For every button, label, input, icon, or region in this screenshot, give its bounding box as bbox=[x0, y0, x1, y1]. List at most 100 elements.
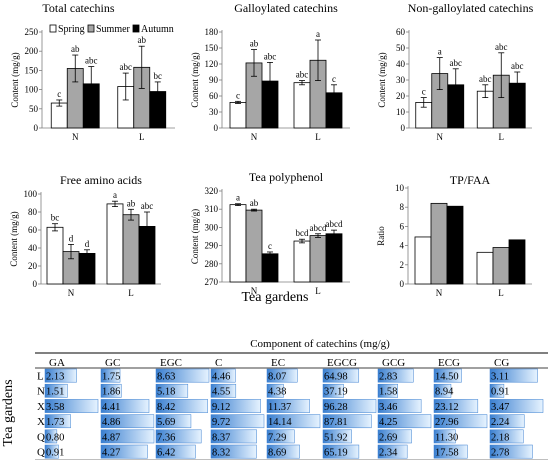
x-tick-label: N bbox=[72, 132, 79, 142]
table-cell-bar bbox=[377, 429, 412, 444]
table-cell-bar bbox=[433, 414, 488, 429]
table-cell-bar bbox=[266, 383, 284, 398]
table-cell-bar bbox=[155, 444, 196, 459]
bar-autumn bbox=[508, 239, 526, 285]
table-cell-bar bbox=[489, 399, 544, 413]
table-cell-value: 2.83 bbox=[379, 372, 397, 383]
table-cell-value: 2.34 bbox=[379, 448, 398, 459]
bar-summer bbox=[430, 202, 448, 285]
chart-panel-4: Free amino acids Content (mg/g) 0 20 40 60 80 1… bbox=[9, 173, 161, 298]
table-cell-bar bbox=[44, 368, 77, 383]
significance-label: c bbox=[268, 241, 272, 251]
chart-title: Tea polyphenol bbox=[249, 170, 324, 184]
table-cell-value: 2.13 bbox=[46, 372, 64, 383]
significance-label: a bbox=[113, 190, 117, 200]
table-cell-value: 27.96 bbox=[435, 417, 459, 428]
significance-label: abc bbox=[264, 51, 277, 61]
y-tick-label: 80 bbox=[28, 207, 38, 217]
table-column-header: C bbox=[215, 357, 222, 369]
table-cell-value: 14.50 bbox=[435, 372, 459, 383]
table-cell-bar bbox=[100, 414, 155, 429]
table-cell-bar bbox=[100, 444, 148, 459]
table-row-label: L bbox=[37, 371, 44, 383]
x-tick-label: L bbox=[139, 132, 145, 142]
bar-summer bbox=[245, 209, 263, 283]
table-column-header: CG bbox=[494, 357, 509, 369]
table-cell-value: 2.69 bbox=[379, 432, 397, 443]
legend-swatch-summer bbox=[87, 24, 95, 33]
x-axis-title: Tea gardens bbox=[241, 290, 308, 305]
y-tick-label: 90 bbox=[209, 75, 219, 85]
table-cell-bar bbox=[100, 399, 150, 413]
table-cell-value: 4.41 bbox=[102, 402, 120, 413]
y-tick-label: 0 bbox=[214, 123, 219, 133]
table-row-label: N bbox=[37, 386, 45, 398]
y-axis-label: Ratio bbox=[376, 226, 386, 246]
table-cell-bar bbox=[100, 383, 122, 398]
significance-label: abc bbox=[85, 56, 98, 66]
table-cell-value: 8.94 bbox=[435, 387, 454, 398]
table-cell-bar bbox=[210, 383, 237, 398]
y-tick-label: 180 bbox=[205, 27, 219, 37]
significance-label: ab bbox=[250, 198, 259, 208]
table-cell-bar bbox=[266, 444, 300, 459]
chart-title: Galloylated catechins bbox=[234, 1, 338, 15]
table-cell-bar bbox=[322, 444, 360, 459]
y-tick-label: 2 bbox=[400, 260, 405, 270]
bar-spring bbox=[414, 236, 432, 285]
table-cell-value: 64.98 bbox=[324, 372, 348, 383]
significance-label: abc bbox=[296, 70, 309, 80]
y-tick-label: 100 bbox=[25, 85, 39, 95]
table-cell-bar bbox=[433, 444, 468, 459]
table-cell-bar bbox=[322, 414, 372, 429]
bar-summer bbox=[492, 247, 510, 285]
table-cell-value: 4.25 bbox=[379, 417, 397, 428]
y-tick-label: 6 bbox=[400, 221, 405, 231]
y-tick-label: 250 bbox=[25, 27, 39, 37]
table-cell-bar bbox=[155, 399, 208, 413]
bar-spring bbox=[476, 251, 494, 285]
significance-label: c bbox=[57, 89, 61, 99]
table-cell-value: 2.24 bbox=[491, 417, 510, 428]
significance-label: abc bbox=[511, 61, 524, 71]
y-tick-label: 310 bbox=[205, 204, 219, 214]
significance-label: ab bbox=[71, 44, 80, 54]
x-tick-label: N bbox=[436, 288, 443, 298]
table-cell-bar bbox=[210, 399, 261, 413]
table-column-header: EGCG bbox=[327, 357, 357, 369]
table-cell-bar bbox=[377, 383, 398, 398]
table-cell-value: 9.12 bbox=[212, 402, 230, 413]
table-cell-bar bbox=[489, 414, 525, 429]
y-tick-label: 280 bbox=[205, 259, 219, 269]
y-tick-label: 10 bbox=[396, 107, 406, 117]
table-cell-bar bbox=[433, 383, 452, 398]
x-tick-label: L bbox=[498, 288, 504, 298]
table-cell-value: 4.38 bbox=[268, 387, 286, 398]
significance-label: bc bbox=[154, 71, 163, 81]
bar-summer bbox=[309, 235, 327, 283]
y-tick-label: 100 bbox=[24, 189, 38, 199]
table-cell-value: 2.18 bbox=[491, 432, 509, 443]
table-cell-bar bbox=[155, 429, 202, 444]
table-cell-value: 65.19 bbox=[324, 448, 348, 459]
table-cell-bar bbox=[44, 399, 99, 413]
significance-label: abc bbox=[450, 58, 463, 68]
y-axis-label: Content (mg/g) bbox=[190, 209, 200, 264]
table-cell-value: 1.75 bbox=[102, 372, 120, 383]
y-tick-label: 40 bbox=[28, 243, 38, 253]
x-tick-label: L bbox=[128, 288, 134, 298]
significance-label: ab bbox=[250, 39, 259, 49]
table-cell-value: 3.11 bbox=[491, 372, 509, 383]
x-tick-label: N bbox=[68, 288, 75, 298]
table-cell-bar bbox=[377, 444, 408, 459]
table-column-header: EC bbox=[271, 357, 285, 369]
table-cell-value: 8.42 bbox=[157, 402, 175, 413]
table-cell-value: 6.42 bbox=[157, 448, 175, 459]
table-cell-bar bbox=[210, 444, 257, 459]
table-cell-bar bbox=[44, 383, 68, 398]
x-tick-label: L bbox=[499, 132, 505, 142]
table-cell-value: 1.86 bbox=[102, 387, 120, 398]
table-column-header: EGC bbox=[160, 357, 182, 369]
